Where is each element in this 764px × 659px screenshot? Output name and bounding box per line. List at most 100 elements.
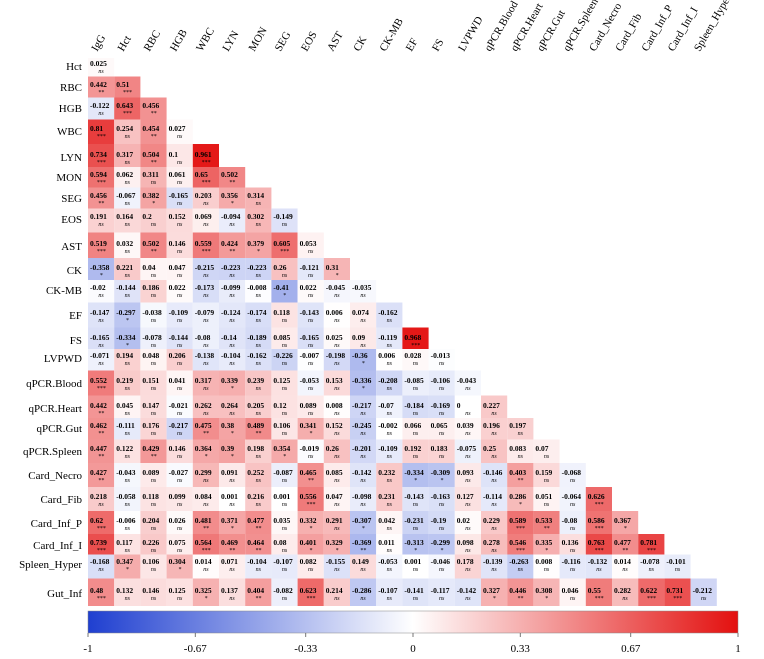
heatmap-cell	[350, 487, 377, 511]
cell-value: -0.035	[352, 283, 372, 292]
cell-value: -0.109	[378, 444, 398, 453]
heatmap-cell	[376, 418, 403, 440]
cell-value: 0.51	[116, 80, 129, 89]
heatmap-cell	[245, 302, 272, 328]
cell-value: 0.299	[195, 468, 212, 477]
cell-value: -0.223	[221, 263, 241, 272]
cell-significance: ns	[125, 478, 131, 484]
cell-value: -0.201	[352, 444, 372, 453]
heatmap-cell	[245, 463, 272, 487]
cell-significance: **	[151, 111, 157, 117]
heatmap-cell	[114, 370, 141, 396]
heatmap-cell	[166, 554, 193, 579]
cell-significance: ns	[151, 567, 157, 573]
cell-significance: ns	[125, 249, 131, 255]
heatmap-cell	[376, 463, 403, 487]
row-label: MON	[56, 172, 82, 184]
cell-significance: ns	[465, 502, 471, 508]
cell-significance: ns	[282, 318, 288, 324]
cell-value: 0.197	[509, 421, 526, 430]
cell-significance: **	[98, 478, 104, 484]
column-label: Spleen_Hyper	[692, 0, 734, 53]
cell-significance: **	[622, 548, 628, 554]
cell-value: 0.317	[116, 150, 133, 159]
cell-significance: ns	[622, 567, 628, 573]
heatmap-cell	[219, 418, 246, 440]
cell-significance: ns	[125, 222, 131, 228]
cell-significance: *	[362, 386, 365, 392]
cell-value: -0.107	[273, 557, 293, 566]
cell-significance: ns	[465, 411, 471, 417]
heatmap-cell	[166, 578, 193, 606]
cell-significance: ns	[413, 361, 419, 367]
heatmap-cell	[192, 554, 219, 579]
cell-significance: ns	[125, 431, 131, 437]
cell-significance: **	[255, 596, 261, 602]
cell-value: -0.217	[169, 421, 189, 430]
cell-value: 0.153	[326, 376, 343, 385]
cell-value: -0.08	[195, 333, 211, 342]
cell-value: -0.121	[300, 263, 320, 272]
heatmap-cell	[533, 463, 560, 487]
cell-value: 0.198	[247, 444, 264, 453]
cell-value: -0.165	[300, 333, 320, 342]
heatmap-cell	[166, 439, 193, 463]
cell-significance: ns	[491, 502, 497, 508]
heatmap-cell	[481, 418, 508, 440]
heatmap-cell	[481, 534, 508, 555]
cell-value: -0.046	[431, 557, 451, 566]
cell-value: -0.231	[404, 516, 424, 525]
cell-significance: ns	[675, 567, 681, 573]
heatmap-cell	[402, 511, 429, 534]
row-label: Hct	[66, 61, 82, 73]
cell-significance: ns	[177, 431, 183, 437]
cell-value: 0.125	[273, 376, 290, 385]
cell-significance: *	[362, 526, 365, 532]
cell-significance: ns	[387, 386, 393, 392]
heatmap-cell	[323, 534, 350, 555]
cell-value: -0.168	[90, 557, 110, 566]
heatmap-cell	[402, 463, 429, 487]
heatmap-cell	[140, 534, 167, 555]
cell-significance: ns	[98, 293, 104, 299]
cell-significance: *	[283, 293, 286, 299]
heatmap-cell	[88, 232, 115, 258]
cell-significance: **	[151, 134, 157, 140]
heatmap-cell	[507, 534, 534, 555]
cell-value: 0.051	[535, 492, 552, 501]
cell-significance: **	[544, 526, 550, 532]
heatmap-cell	[428, 534, 455, 555]
cell-value: 0.26	[326, 444, 339, 453]
cell-value: 0.731	[666, 586, 683, 595]
cell-significance: ns	[125, 273, 131, 279]
heatmap-cell	[690, 578, 717, 606]
cell-significance: ns	[308, 411, 314, 417]
cell-significance: ns	[151, 222, 157, 228]
cell-value: -0.058	[116, 492, 136, 501]
cell-significance: ns	[596, 567, 602, 573]
heatmap-cell	[376, 395, 403, 418]
cell-value: 0.961	[195, 150, 212, 159]
heatmap-cell	[245, 370, 272, 396]
cell-value: 0.556	[300, 492, 317, 501]
cell-significance: *	[257, 249, 260, 255]
cell-significance: *	[231, 431, 234, 437]
cell-significance: **	[255, 526, 261, 532]
cell-significance: ns	[203, 411, 209, 417]
cell-significance: ns	[282, 526, 288, 532]
column-label: CK-MB	[378, 16, 406, 53]
cell-value: 0.332	[300, 516, 317, 525]
cell-value: 0.006	[378, 351, 395, 360]
row-label: LYN	[60, 152, 82, 164]
cell-significance: ns	[387, 431, 393, 437]
cell-significance: *	[126, 318, 129, 324]
heatmap-cell	[114, 280, 141, 303]
cell-value: -0.045	[326, 283, 346, 292]
heatmap-cell	[271, 258, 298, 280]
cell-significance: *	[414, 548, 417, 554]
heatmap-cell	[166, 280, 193, 303]
heatmap-cell	[219, 349, 246, 371]
cell-significance: ns	[360, 431, 366, 437]
cell-significance: ***	[97, 386, 106, 392]
